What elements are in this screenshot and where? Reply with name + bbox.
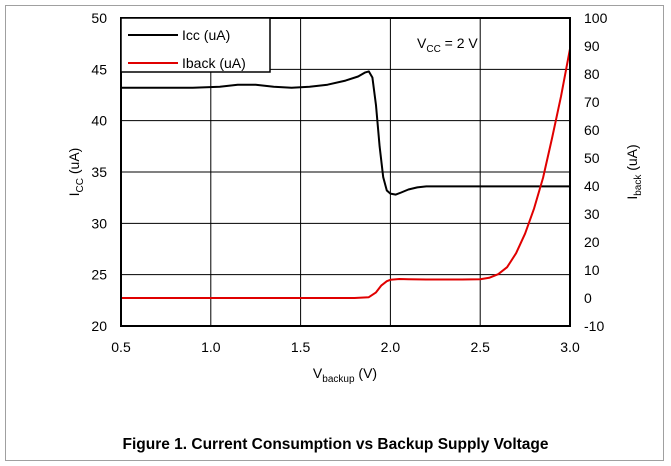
y-left-tick-label: 25 <box>91 267 107 283</box>
y-right-tick-label: 0 <box>584 290 592 306</box>
y-right-axis-label-tail: (uA) <box>624 144 640 174</box>
vcc-annotation-sub: CC <box>426 44 440 55</box>
vcc-annotation-tail: = 2 V <box>441 35 479 51</box>
series-line-icc <box>120 70 571 196</box>
y-right-tick-label: 60 <box>584 122 600 138</box>
y-left-tick-label: 40 <box>91 113 107 129</box>
figure-frame <box>5 5 664 461</box>
x-axis-label-tail: (V) <box>355 365 378 381</box>
y-left-axis-label: ICC (uA) <box>66 148 86 197</box>
y-right-tick-label: 70 <box>584 94 600 110</box>
vcc-annotation: VCC = 2 V <box>417 35 478 55</box>
x-tick-label: 1.5 <box>291 339 311 355</box>
y-left-axis-label-main: I <box>66 192 82 196</box>
legend-label-iback: Iback (uA) <box>182 55 246 71</box>
y-right-tick-label: 80 <box>584 66 600 82</box>
y-right-tick-label: 30 <box>584 206 600 222</box>
y-right-tick-label: -10 <box>584 318 604 334</box>
legend-label-icc: Icc (uA) <box>182 27 230 43</box>
y-right-tick-label: 100 <box>584 10 608 26</box>
series-layer <box>120 47 571 299</box>
y-left-tick-label: 45 <box>91 61 107 77</box>
x-tick-label: 0.5 <box>111 339 131 355</box>
y-left-axis-label-tail: (uA) <box>66 148 82 178</box>
x-tick-label: 1.0 <box>201 339 221 355</box>
tick-labels: 0.5 1.0 1.5 2.0 2.5 3.05045403530252010090807… <box>91 10 607 355</box>
y-right-tick-label: 90 <box>584 38 600 54</box>
x-tick-label: 3.0 <box>560 339 580 355</box>
x-tick-label: 2.0 <box>381 339 401 355</box>
x-axis-label: Vbackup (V) <box>313 365 377 385</box>
plot-area <box>120 17 571 327</box>
x-axis-label-main: V <box>313 365 323 381</box>
y-right-tick-label: 50 <box>584 150 600 166</box>
y-right-tick-label: 20 <box>584 234 600 250</box>
vcc-annotation-main: V <box>417 35 427 51</box>
x-axis-label-sub: backup <box>322 374 355 385</box>
y-left-tick-label: 20 <box>91 318 107 334</box>
y-left-tick-label: 35 <box>91 164 107 180</box>
y-right-axis-label-sub: back <box>633 174 644 196</box>
y-left-axis-label-sub: CC <box>75 178 86 192</box>
series-line-iback <box>120 47 571 299</box>
y-right-axis-label-main: I <box>624 196 640 200</box>
y-right-axis-label: Iback (uA) <box>624 144 644 199</box>
y-left-tick-label: 50 <box>91 10 107 26</box>
y-right-tick-label: 10 <box>584 262 600 278</box>
x-tick-label: 2.5 <box>470 339 490 355</box>
y-right-tick-label: 40 <box>584 178 600 194</box>
y-left-tick-label: 30 <box>91 215 107 231</box>
chart: 0.5 1.0 1.5 2.0 2.5 3.05045403530252010090807… <box>66 10 644 385</box>
figure-caption: Figure 1. Current Consumption vs Backup … <box>122 436 549 453</box>
